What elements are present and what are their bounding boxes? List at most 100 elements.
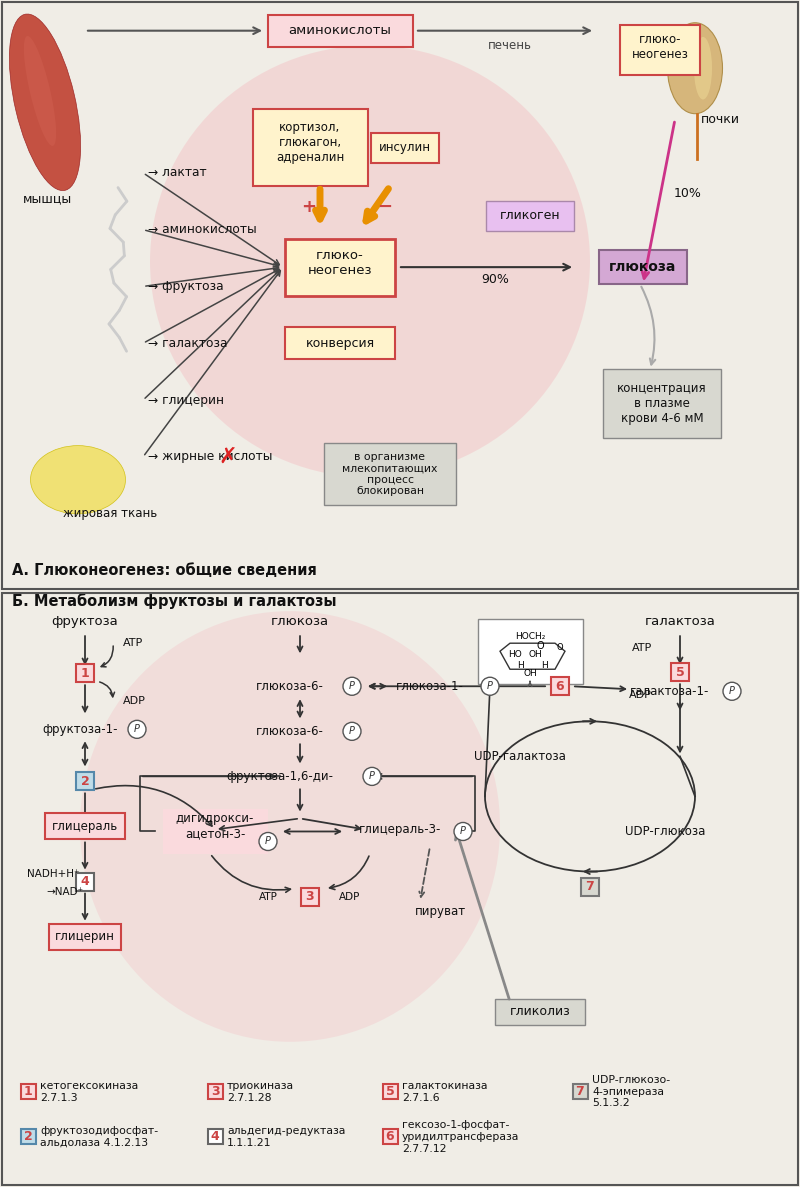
Bar	[207, 1129, 222, 1144]
Ellipse shape	[30, 445, 126, 514]
Bar	[76, 872, 94, 890]
Text: P: P	[349, 726, 355, 736]
Text: ADP: ADP	[629, 691, 652, 700]
Text: → галактоза: → галактоза	[148, 337, 227, 350]
Text: P: P	[134, 724, 140, 735]
Text: +: +	[302, 198, 317, 216]
Text: А. Глюконеогенез: общие сведения: А. Глюконеогенез: общие сведения	[12, 563, 317, 578]
Text: кетогексокиназа
2.7.1.3: кетогексокиназа 2.7.1.3	[40, 1081, 138, 1103]
Text: гексозо-1-фосфат-
уридилтрансфераза
2.7.7.12: гексозо-1-фосфат- уридилтрансфераза 2.7.…	[402, 1121, 519, 1154]
Text: пируват: пируват	[414, 906, 466, 918]
Text: UDP-галактоза: UDP-галактоза	[474, 750, 566, 763]
Text: 5: 5	[676, 666, 684, 679]
Text: фруктоза: фруктоза	[52, 615, 118, 628]
Bar	[162, 810, 267, 853]
Text: 1: 1	[24, 1085, 32, 1098]
Circle shape	[363, 767, 381, 786]
Text: глюкоза-6-: глюкоза-6-	[256, 725, 324, 738]
Text: HO: HO	[508, 649, 522, 659]
Ellipse shape	[150, 45, 590, 477]
Bar	[207, 1085, 222, 1099]
Text: кортизол,
глюкагон,
адреналин: кортизол, глюкагон, адреналин	[276, 121, 344, 164]
Text: альдегид-редуктаза
1.1.1.21: альдегид-редуктаза 1.1.1.21	[227, 1126, 346, 1148]
Bar	[21, 1085, 35, 1099]
Bar	[603, 369, 721, 438]
Text: 2: 2	[81, 775, 90, 788]
Text: фруктоза-1-: фруктоза-1-	[42, 723, 118, 736]
Text: → жирные кислоты: → жирные кислоты	[148, 451, 273, 463]
Bar	[285, 328, 395, 360]
Text: Б. Метаболизм фруктозы и галактозы: Б. Метаболизм фруктозы и галактозы	[12, 594, 337, 609]
Text: гликолиз: гликолиз	[510, 1005, 570, 1018]
Bar	[253, 109, 367, 186]
Text: OH: OH	[528, 649, 542, 659]
Text: 6: 6	[556, 680, 564, 693]
Text: глюкоза-1-: глюкоза-1-	[396, 680, 464, 693]
Bar	[551, 678, 569, 696]
Circle shape	[343, 723, 361, 741]
Text: 2: 2	[24, 1130, 32, 1143]
Text: 4: 4	[210, 1130, 219, 1143]
Text: → аминокислоты: → аминокислоты	[148, 223, 257, 236]
Text: триокиназа
2.7.1.28: триокиназа 2.7.1.28	[227, 1081, 294, 1103]
Bar	[382, 1129, 398, 1144]
Text: фруктоза-1,6-ди-: фруктоза-1,6-ди-	[226, 770, 334, 783]
Text: 10%: 10%	[674, 186, 702, 199]
Text: галактоза: галактоза	[645, 615, 715, 628]
Bar	[21, 1129, 35, 1144]
Text: глицераль-3-: глицераль-3-	[359, 823, 441, 836]
Bar	[495, 998, 585, 1024]
Text: O: O	[557, 642, 563, 652]
Text: UDP-глюкозо-
4-эпимераза
5.1.3.2: UDP-глюкозо- 4-эпимераза 5.1.3.2	[592, 1075, 670, 1109]
Text: ATP: ATP	[258, 891, 278, 902]
Text: галактоза-1-: галактоза-1-	[630, 685, 710, 698]
Text: 5: 5	[386, 1085, 394, 1098]
Text: фруктозодифосфат-
альдолаза 4.1.2.13: фруктозодифосфат- альдолаза 4.1.2.13	[40, 1126, 158, 1148]
Bar	[285, 239, 395, 296]
Text: глюко-
неогенез: глюко- неогенез	[631, 32, 689, 61]
Text: → фруктоза: → фруктоза	[148, 280, 224, 293]
Text: дигидрокси-
ацетон-3-: дигидрокси- ацетон-3-	[176, 812, 254, 840]
Bar	[671, 664, 689, 681]
Text: конверсия: конверсия	[306, 337, 374, 350]
Text: глюко-
неогенез: глюко- неогенез	[308, 248, 372, 277]
Text: глюкоза: глюкоза	[610, 260, 677, 274]
Bar	[371, 133, 439, 163]
Text: ✗: ✗	[218, 447, 238, 466]
Text: P: P	[460, 826, 466, 837]
Text: 1: 1	[81, 667, 90, 680]
Text: печень: печень	[488, 39, 532, 52]
Text: 7: 7	[586, 880, 594, 893]
Bar	[478, 618, 582, 684]
Circle shape	[259, 832, 277, 851]
Bar	[382, 1085, 398, 1099]
Text: O: O	[536, 641, 544, 652]
Text: H: H	[542, 661, 548, 669]
Text: ATP: ATP	[123, 639, 143, 648]
Bar	[486, 202, 574, 230]
Text: P: P	[729, 686, 735, 697]
Bar	[599, 250, 687, 284]
Circle shape	[454, 823, 472, 840]
Text: UDP-глюкоза: UDP-глюкоза	[625, 825, 705, 838]
Bar	[267, 14, 413, 46]
Text: HOCH₂: HOCH₂	[515, 631, 545, 641]
Text: ADP: ADP	[123, 697, 146, 706]
Text: 3: 3	[306, 890, 314, 903]
Bar	[76, 665, 94, 683]
Ellipse shape	[80, 611, 500, 1042]
Bar	[49, 923, 121, 950]
Text: мышцы: мышцы	[23, 192, 73, 205]
Text: P: P	[349, 681, 355, 691]
Text: H: H	[517, 661, 523, 669]
Ellipse shape	[24, 36, 56, 146]
Bar	[581, 877, 599, 895]
Text: глюкоза-6-: глюкоза-6-	[256, 680, 324, 693]
Text: в организме
млекопитающих
процесс
блокирован: в организме млекопитающих процесс блокир…	[342, 451, 438, 496]
Bar	[573, 1085, 587, 1099]
Text: глицераль: глицераль	[52, 820, 118, 833]
Circle shape	[481, 678, 499, 696]
Text: NADH+H⁺: NADH+H⁺	[26, 869, 79, 878]
Bar	[620, 25, 700, 75]
Text: жировая ткань: жировая ткань	[63, 507, 157, 520]
